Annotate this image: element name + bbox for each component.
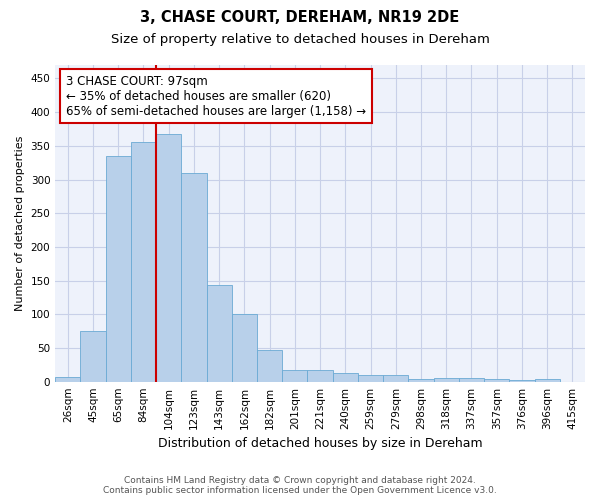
Text: Contains HM Land Registry data © Crown copyright and database right 2024.
Contai: Contains HM Land Registry data © Crown c… (103, 476, 497, 495)
Bar (434, 378, 459, 382)
Bar (232, 314, 257, 382)
Bar (106, 156, 131, 382)
Bar (257, 350, 282, 382)
Bar (409, 379, 434, 382)
Bar (156, 134, 181, 382)
Text: Size of property relative to detached houses in Dereham: Size of property relative to detached ho… (110, 32, 490, 46)
Bar (307, 370, 332, 382)
Bar (383, 375, 409, 382)
Bar (80, 331, 106, 382)
Bar (459, 378, 484, 382)
Bar (509, 380, 535, 382)
Bar (181, 173, 206, 382)
Text: 3 CHASE COURT: 97sqm
← 35% of detached houses are smaller (620)
65% of semi-deta: 3 CHASE COURT: 97sqm ← 35% of detached h… (66, 74, 366, 118)
Bar (55, 377, 80, 382)
Bar (282, 370, 307, 382)
Bar (206, 286, 232, 382)
Bar (358, 375, 383, 382)
Bar (535, 379, 560, 382)
Y-axis label: Number of detached properties: Number of detached properties (15, 136, 25, 311)
Text: 3, CHASE COURT, DEREHAM, NR19 2DE: 3, CHASE COURT, DEREHAM, NR19 2DE (140, 10, 460, 25)
Bar (484, 379, 509, 382)
Bar (332, 373, 358, 382)
X-axis label: Distribution of detached houses by size in Dereham: Distribution of detached houses by size … (158, 437, 482, 450)
Bar (131, 142, 156, 382)
